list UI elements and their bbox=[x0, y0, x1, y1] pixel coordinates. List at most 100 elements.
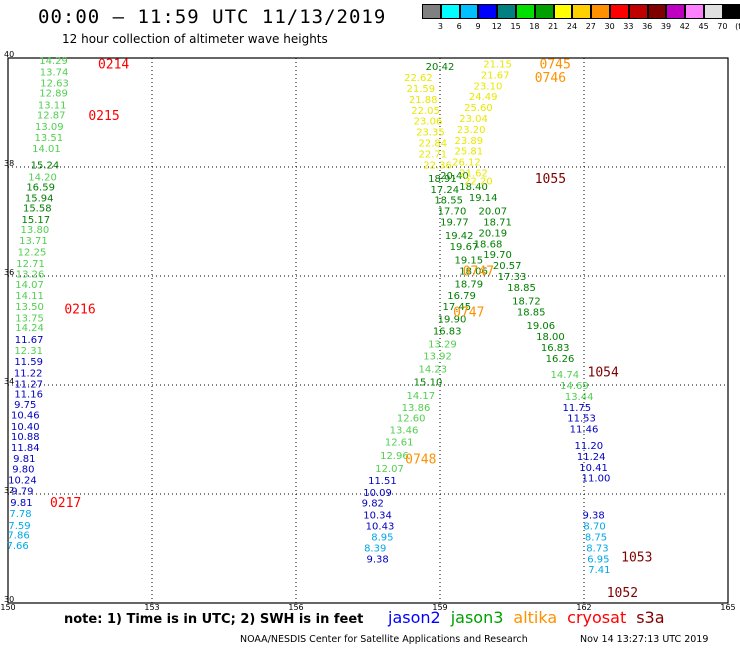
wave-height-label: 15.58 bbox=[23, 203, 52, 214]
colorbar-label: 24 bbox=[566, 22, 578, 31]
wave-height-label: 14.17 bbox=[406, 391, 435, 402]
colorbar-label: 36 bbox=[642, 22, 653, 31]
wave-height-label: 19.67 bbox=[450, 242, 479, 253]
wave-height-label: 18.91 bbox=[428, 174, 457, 185]
wave-height-label: 12.63 bbox=[40, 79, 69, 90]
colorbar-label: 9 bbox=[475, 22, 481, 31]
legend-item: s3a bbox=[636, 608, 665, 627]
wave-height-label: 11.75 bbox=[562, 403, 591, 414]
wave-height-label: 7.86 bbox=[7, 530, 29, 541]
wave-height-label: 10.40 bbox=[11, 422, 40, 433]
wave-height-label: 12.25 bbox=[18, 247, 47, 258]
wave-height-label: 12.96 bbox=[380, 451, 409, 462]
wave-height-label: 8.75 bbox=[585, 533, 607, 544]
wave-height-label: 17.24 bbox=[430, 185, 459, 196]
colorbar-label: 42 bbox=[679, 22, 690, 31]
colorbar bbox=[422, 4, 740, 19]
wave-height-label: 17.45 bbox=[442, 302, 471, 313]
wave-height-label: 19.77 bbox=[440, 218, 469, 229]
y-tick-label: 36 bbox=[4, 268, 14, 277]
time-label: 0746 bbox=[535, 71, 566, 86]
colorbar-label: 39 bbox=[660, 22, 672, 31]
wave-height-label: 10.46 bbox=[11, 410, 40, 421]
wave-height-label: 9.79 bbox=[11, 487, 33, 498]
x-tick-label: 153 bbox=[144, 603, 159, 612]
wave-height-label: 14.11 bbox=[15, 291, 44, 302]
colorbar-swatch bbox=[722, 4, 740, 19]
y-tick-label: 34 bbox=[4, 377, 14, 386]
wave-height-label: 18.68 bbox=[474, 239, 503, 250]
x-tick-label: 162 bbox=[576, 603, 591, 612]
wave-height-label: 22.84 bbox=[418, 138, 447, 149]
wave-height-label: 11.27 bbox=[14, 379, 43, 390]
wave-height-label: 8.95 bbox=[371, 533, 393, 544]
wave-height-label: 13.50 bbox=[15, 302, 44, 313]
wave-height-label: 19.42 bbox=[445, 231, 474, 242]
colorbar-label: 27 bbox=[585, 22, 596, 31]
wave-height-label: 16.79 bbox=[447, 291, 476, 302]
wave-height-label: 9.38 bbox=[366, 554, 388, 565]
wave-height-label: 23.20 bbox=[457, 125, 486, 136]
wave-height-label: 19.06 bbox=[526, 321, 555, 332]
wave-height-label: 9.80 bbox=[12, 464, 34, 475]
wave-height-label: 22.36 bbox=[423, 160, 452, 171]
wave-height-label: 6.95 bbox=[587, 554, 609, 565]
wave-height-label: 9.82 bbox=[362, 499, 384, 510]
wave-height-label: 14.07 bbox=[15, 280, 44, 291]
satellite-legend: jason2 jason3 altika cryosat s3a bbox=[388, 608, 675, 627]
x-tick-label: 150 bbox=[0, 603, 15, 612]
time-label: 0216 bbox=[64, 303, 95, 318]
wave-height-label: 13.92 bbox=[423, 352, 452, 363]
time-label: 0745 bbox=[540, 57, 571, 72]
wave-height-label: 11.51 bbox=[368, 476, 397, 487]
wave-height-label: 12.87 bbox=[37, 111, 66, 122]
wave-height-label: 13.86 bbox=[402, 403, 431, 414]
colorbar-label: 30 bbox=[604, 22, 615, 31]
colorbar-label: 3 bbox=[437, 22, 443, 31]
legend-item: jason3 bbox=[450, 608, 504, 627]
wave-height-label: 23.35 bbox=[416, 128, 445, 139]
legend-item: altika bbox=[513, 608, 558, 627]
wave-height-label: 9.75 bbox=[14, 400, 36, 411]
wave-height-label: 25.81 bbox=[454, 147, 483, 158]
time-label: 0747 bbox=[463, 265, 494, 280]
wave-height-label: 11.24 bbox=[577, 452, 606, 463]
time-label: 0748 bbox=[405, 453, 436, 468]
wave-height-label: 11.22 bbox=[14, 368, 43, 379]
colorbar-swatch bbox=[591, 4, 610, 19]
wave-height-label: 23.06 bbox=[414, 117, 443, 128]
wave-height-label: 18.79 bbox=[454, 280, 483, 291]
wave-height-label: 16.59 bbox=[26, 183, 55, 194]
wave-height-label: 16.83 bbox=[541, 343, 570, 354]
wave-height-label: 14.74 bbox=[550, 370, 579, 381]
wave-height-label: 12.07 bbox=[375, 464, 404, 475]
wave-height-label: 18.00 bbox=[536, 332, 565, 343]
wave-height-label: 13.80 bbox=[21, 225, 50, 236]
wave-height-label: 18.85 bbox=[517, 307, 546, 318]
wave-height-label: 16.83 bbox=[433, 327, 462, 338]
wave-height-label: 17.70 bbox=[438, 207, 467, 218]
wave-height-label: 23.04 bbox=[459, 114, 488, 125]
wave-height-label: 20.40 bbox=[440, 171, 469, 182]
wave-height-label: 21.67 bbox=[481, 70, 510, 81]
colorbar-label: 15 bbox=[510, 22, 521, 31]
chart-subtitle: 12 hour collection of altimeter wave hei… bbox=[62, 32, 328, 46]
wave-height-label: 14.69 bbox=[560, 381, 589, 392]
wave-height-label: 21.62 bbox=[459, 168, 488, 179]
wave-height-label: 10.09 bbox=[363, 488, 392, 499]
wave-height-label: 11.16 bbox=[14, 390, 43, 401]
wave-height-label: 10.88 bbox=[11, 432, 40, 443]
wave-height-label: 22.62 bbox=[404, 73, 433, 84]
wave-height-label: 12.31 bbox=[14, 346, 43, 357]
wave-height-label: 13.26 bbox=[16, 269, 45, 280]
wave-height-label: 13.09 bbox=[35, 122, 64, 133]
y-tick-label: 30 bbox=[4, 595, 14, 604]
wave-height-label: 7.41 bbox=[588, 565, 610, 576]
y-tick-label: 38 bbox=[4, 159, 14, 168]
wave-height-label: 13.46 bbox=[390, 426, 419, 437]
colorbar-swatch bbox=[422, 4, 441, 19]
colorbar-label: 18 bbox=[529, 22, 540, 31]
wave-height-label: 11.46 bbox=[570, 425, 599, 436]
